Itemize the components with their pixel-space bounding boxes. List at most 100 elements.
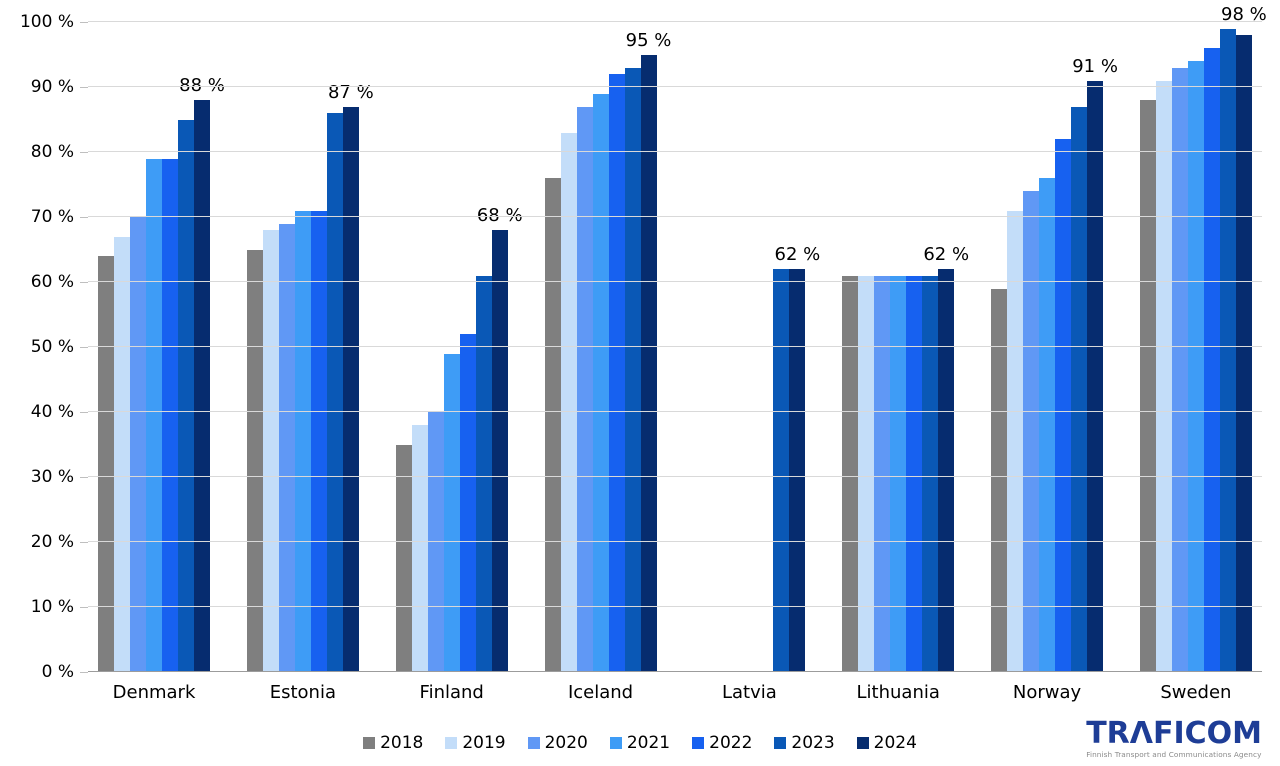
y-tick-mark xyxy=(80,542,88,543)
y-tick-mark xyxy=(80,672,88,673)
bar-denmark-2019 xyxy=(114,236,130,672)
data-label: 88 % xyxy=(179,75,225,96)
bar-sweden-2019 xyxy=(1155,80,1172,672)
legend-item-2020: 2020 xyxy=(527,733,588,753)
y-tick-label: 0 % xyxy=(41,662,74,682)
bar-sweden-2021 xyxy=(1187,61,1204,672)
traficom-logo: TRΛFICOM Finnish Transport and Communica… xyxy=(1086,715,1262,758)
bar-iceland-2018 xyxy=(544,178,561,672)
bar-denmark-2024 xyxy=(194,100,210,672)
bar-sweden-2022 xyxy=(1203,48,1220,672)
legend-swatch-icon xyxy=(774,737,787,749)
legend-label: 2021 xyxy=(626,733,671,753)
bar-iceland-2022 xyxy=(608,74,625,672)
bar-estonia-2024 xyxy=(342,106,359,672)
bar-group-lithuania: 62 % Lithuania xyxy=(842,22,969,703)
gridline xyxy=(88,151,1262,152)
gridline xyxy=(88,541,1262,542)
bar-finland-2023 xyxy=(475,275,492,672)
bar-denmark-2018 xyxy=(98,256,114,672)
bar-sweden-2023 xyxy=(1219,28,1236,672)
y-tick-mark xyxy=(80,477,88,478)
legend-item-2024: 2024 xyxy=(856,733,917,753)
bar-estonia-2021 xyxy=(294,210,311,672)
bar-estonia-2022 xyxy=(310,210,327,672)
data-label: 95 % xyxy=(625,29,672,51)
x-axis-label: Norway xyxy=(1012,682,1082,703)
bar-norway-2020 xyxy=(1023,191,1040,672)
bar-norway-2021 xyxy=(1039,178,1056,672)
data-label: 98 % xyxy=(1221,3,1267,25)
legend-item-2022: 2022 xyxy=(692,733,752,753)
bar-iceland-2021 xyxy=(592,93,609,672)
data-label: 91 % xyxy=(1072,55,1118,77)
gridline xyxy=(88,476,1262,477)
x-axis-label: Iceland xyxy=(567,682,634,703)
y-tick-label: 30 % xyxy=(30,467,74,487)
gridline xyxy=(88,606,1262,607)
bar-iceland-2024 xyxy=(640,54,657,672)
bar-lithuania-2024 xyxy=(938,269,955,672)
legend-label: 2019 xyxy=(462,733,506,753)
bar-finland-2022 xyxy=(459,334,476,672)
legend: 2018 2019 2020 2021 2022 2023 2024 xyxy=(0,733,1280,753)
bar-group-estonia: 87 % Estonia xyxy=(246,22,374,703)
bar-denmark-2020 xyxy=(130,217,146,672)
bar-iceland-2020 xyxy=(576,106,593,672)
y-axis: 0 % 10 % 20 % 30 % 40 % 50 % 60 % 70 % 80 % 90 % 1… xyxy=(0,0,88,766)
legend-label: 2022 xyxy=(709,733,753,753)
bar-norway-2022 xyxy=(1055,139,1072,672)
bar-finland-2019 xyxy=(411,425,428,672)
legend-item-2021: 2021 xyxy=(609,733,671,753)
legend-label: 2018 xyxy=(380,733,424,753)
bar-denmark-2022 xyxy=(162,158,178,672)
bar-norway-2018 xyxy=(991,288,1008,672)
y-tick-label: 60 % xyxy=(30,272,74,292)
x-axis-label: Lithuania xyxy=(856,682,940,703)
gridline xyxy=(88,21,1262,22)
bar-estonia-2019 xyxy=(262,230,279,672)
legend-swatch-icon xyxy=(363,737,376,749)
y-tick-mark xyxy=(80,282,88,283)
legend-item-2018: 2018 xyxy=(363,733,423,753)
x-axis-label: Finland xyxy=(419,682,484,703)
bar-lithuania-2020 xyxy=(874,275,891,672)
data-label: 62 % xyxy=(774,244,821,265)
y-tick-label: 90 % xyxy=(30,77,74,97)
y-tick-mark xyxy=(80,607,88,608)
legend-label: 2024 xyxy=(873,733,917,753)
y-tick-label: 100 % xyxy=(19,12,74,32)
bar-finland-2024 xyxy=(491,230,508,672)
bar-finland-2021 xyxy=(443,353,460,672)
y-tick-label: 20 % xyxy=(30,532,74,552)
x-axis-label: Latvia xyxy=(721,682,777,703)
y-tick-mark xyxy=(80,217,88,218)
data-label: 68 % xyxy=(476,205,523,226)
bar-norway-2019 xyxy=(1007,210,1024,672)
bar-latvia-2023 xyxy=(773,269,790,672)
gridline xyxy=(88,216,1262,217)
data-label: 87 % xyxy=(327,81,374,103)
x-axis-label: Sweden xyxy=(1160,682,1232,703)
bar-iceland-2023 xyxy=(624,67,641,672)
y-tick-mark xyxy=(80,412,88,413)
bar-denmark-2023 xyxy=(178,119,194,672)
y-tick-label: 40 % xyxy=(30,402,74,422)
bar-norway-2023 xyxy=(1071,106,1088,672)
legend-swatch-icon xyxy=(692,737,705,749)
gridline xyxy=(88,86,1262,87)
legend-item-2023: 2023 xyxy=(774,733,835,753)
bar-latvia-2024 xyxy=(789,269,806,672)
bar-group-denmark: 88 % Denmark xyxy=(98,22,225,703)
gridline xyxy=(88,411,1262,412)
legend-swatch-icon xyxy=(445,737,458,749)
y-tick-label: 50 % xyxy=(30,337,74,357)
y-tick-mark xyxy=(80,152,88,153)
y-tick-label: 70 % xyxy=(30,207,74,227)
bar-group-norway: 91 % Norway xyxy=(991,22,1118,703)
x-axis-line xyxy=(88,671,1262,672)
logo-wordmark: TRΛFICOM xyxy=(1086,715,1262,751)
bar-estonia-2023 xyxy=(326,113,343,672)
bar-lithuania-2023 xyxy=(922,275,939,672)
bar-estonia-2020 xyxy=(278,223,295,672)
